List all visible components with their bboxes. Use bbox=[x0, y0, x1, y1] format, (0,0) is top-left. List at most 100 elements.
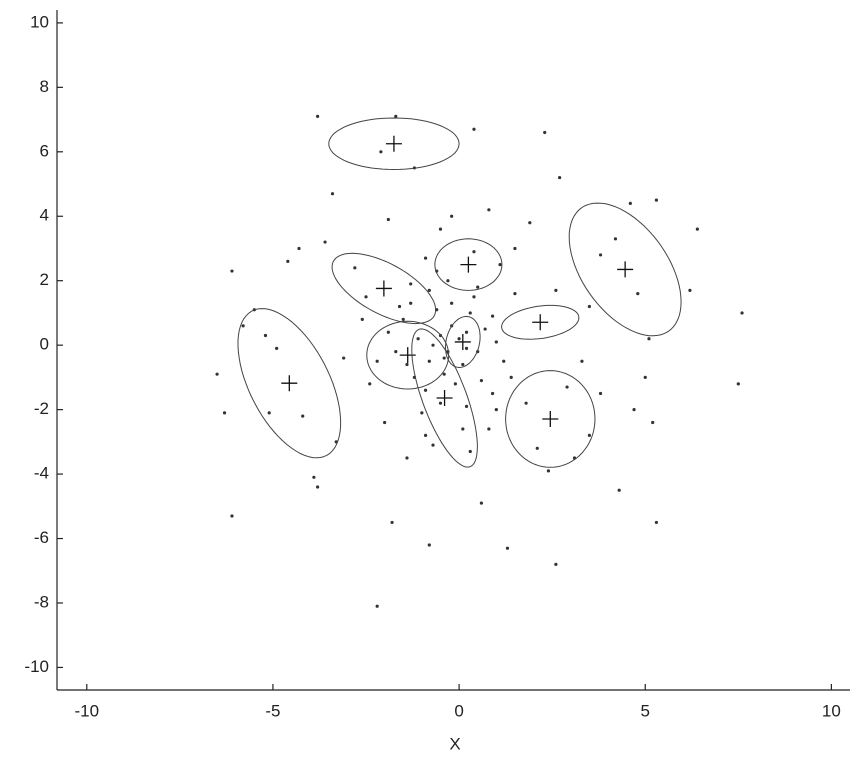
point bbox=[502, 359, 506, 363]
point bbox=[375, 604, 379, 608]
y-tick-label: 6 bbox=[40, 141, 49, 160]
point bbox=[695, 227, 699, 231]
point bbox=[457, 337, 461, 341]
y-tick-label: 8 bbox=[40, 77, 49, 96]
point bbox=[423, 256, 428, 260]
point bbox=[409, 301, 413, 305]
point bbox=[263, 333, 268, 338]
point bbox=[461, 427, 465, 431]
point bbox=[427, 288, 431, 292]
point bbox=[464, 346, 469, 350]
point bbox=[490, 314, 495, 318]
point bbox=[375, 359, 379, 363]
point bbox=[487, 427, 491, 431]
x-tick-label: -5 bbox=[265, 701, 280, 720]
point bbox=[431, 343, 435, 347]
point bbox=[386, 217, 390, 222]
point bbox=[453, 382, 457, 386]
point bbox=[494, 340, 498, 344]
point bbox=[397, 304, 402, 309]
point bbox=[442, 356, 446, 360]
point bbox=[535, 446, 539, 450]
x-axis-label: X bbox=[449, 734, 460, 753]
y-tick-label: -6 bbox=[34, 528, 49, 547]
point bbox=[472, 250, 476, 254]
point bbox=[543, 130, 547, 135]
point bbox=[587, 304, 591, 309]
y-tick-label: 4 bbox=[40, 206, 49, 225]
point bbox=[241, 324, 245, 328]
point bbox=[364, 295, 368, 299]
y-tick-label: 2 bbox=[40, 270, 49, 289]
point bbox=[222, 411, 227, 415]
point bbox=[651, 420, 655, 425]
point bbox=[275, 346, 279, 350]
center-marker bbox=[436, 390, 453, 407]
point bbox=[401, 317, 405, 321]
point bbox=[509, 375, 513, 379]
y-tick-label: -10 bbox=[24, 657, 49, 676]
center-marker bbox=[281, 375, 298, 392]
ellipse bbox=[328, 117, 460, 171]
point bbox=[286, 259, 290, 263]
point bbox=[490, 391, 495, 396]
point bbox=[438, 227, 443, 231]
point bbox=[353, 266, 357, 270]
y-tick-label: 0 bbox=[40, 335, 49, 354]
point bbox=[423, 388, 428, 392]
point bbox=[613, 237, 618, 241]
point bbox=[438, 401, 443, 405]
point bbox=[394, 114, 398, 118]
point bbox=[636, 292, 640, 296]
point bbox=[598, 253, 603, 257]
point bbox=[379, 150, 383, 154]
point bbox=[394, 350, 398, 354]
point bbox=[409, 282, 413, 286]
point bbox=[301, 414, 305, 418]
ellipse bbox=[568, 202, 682, 337]
point bbox=[446, 279, 450, 283]
point bbox=[405, 362, 409, 367]
point bbox=[688, 288, 692, 292]
point bbox=[554, 288, 558, 292]
point bbox=[479, 379, 484, 383]
center-marker bbox=[454, 333, 471, 350]
point bbox=[316, 114, 320, 118]
point bbox=[528, 221, 532, 225]
point bbox=[442, 372, 446, 376]
point bbox=[427, 543, 431, 547]
ellipse bbox=[331, 252, 437, 325]
point bbox=[498, 262, 502, 267]
point bbox=[316, 485, 320, 489]
point bbox=[483, 327, 487, 331]
x-tick-label: 10 bbox=[822, 701, 841, 720]
point bbox=[505, 546, 510, 550]
point bbox=[450, 214, 454, 218]
point bbox=[554, 562, 558, 566]
point bbox=[431, 443, 435, 447]
point bbox=[587, 433, 591, 438]
point bbox=[628, 201, 632, 205]
point bbox=[427, 359, 431, 363]
point bbox=[617, 488, 621, 492]
point bbox=[390, 520, 394, 525]
point bbox=[472, 295, 476, 299]
center-marker bbox=[460, 256, 477, 273]
point bbox=[647, 337, 651, 341]
point bbox=[215, 372, 219, 376]
point bbox=[230, 514, 234, 518]
point bbox=[368, 382, 372, 386]
center-marker bbox=[532, 314, 549, 331]
point bbox=[360, 317, 364, 321]
ellipse bbox=[366, 320, 450, 390]
point bbox=[386, 330, 390, 334]
y-tick-label: -2 bbox=[34, 399, 49, 418]
x-tick-label: 5 bbox=[641, 701, 650, 720]
x-tick-label: -10 bbox=[74, 701, 99, 720]
point bbox=[416, 337, 420, 341]
ellipse bbox=[237, 308, 342, 459]
point bbox=[297, 246, 301, 251]
point bbox=[468, 449, 472, 454]
point bbox=[312, 475, 316, 479]
